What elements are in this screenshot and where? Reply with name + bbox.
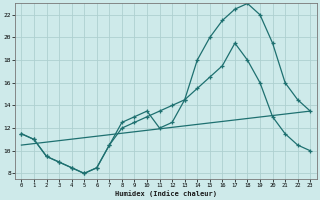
X-axis label: Humidex (Indice chaleur): Humidex (Indice chaleur) (115, 190, 217, 197)
